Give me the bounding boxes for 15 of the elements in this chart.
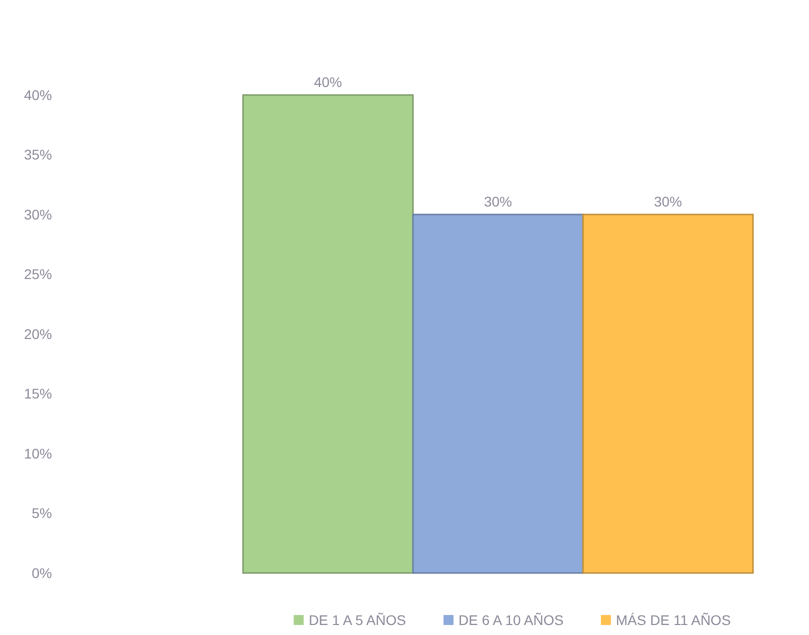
data-label: 30% xyxy=(654,194,682,210)
data-label: 30% xyxy=(484,194,512,210)
y-tick-label: 10% xyxy=(24,445,52,462)
y-tick-label: 20% xyxy=(24,326,52,342)
legend-label: DE 1 A 5 AÑOS xyxy=(308,612,406,628)
y-tick-label: 0% xyxy=(32,564,52,581)
data-label: 40% xyxy=(314,74,342,90)
legend-label: MÁS DE 11 AÑOS xyxy=(616,612,731,628)
legend-label: DE 6 A 10 AÑOS xyxy=(458,612,564,628)
y-tick-label: 25% xyxy=(24,266,52,282)
y-tick-label: 15% xyxy=(24,386,52,402)
y-tick-label: 5% xyxy=(32,505,52,522)
y-tick-label: 35% xyxy=(24,146,52,163)
y-tick-label: 30% xyxy=(24,206,52,222)
y-tick-label: 40% xyxy=(24,86,52,103)
